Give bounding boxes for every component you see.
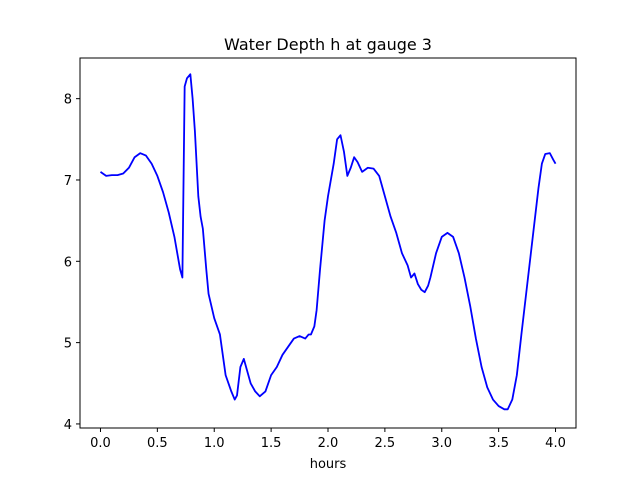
x-tick-label: 3.5 [488,436,509,451]
x-tick-label: 1.5 [261,436,282,451]
x-tick-label: 3.0 [431,436,452,451]
y-tick-label: 6 [64,255,72,270]
x-tick-label: 0.5 [147,436,168,451]
y-tick-label: 8 [64,93,72,108]
x-tick-label: 4.0 [545,436,566,451]
y-tick-label: 7 [64,174,72,189]
y-tick-label: 5 [64,337,72,352]
chart-title: Water Depth h at gauge 3 [224,35,432,54]
x-tick-label: 2.5 [375,436,396,451]
y-tick-label: 4 [64,418,72,433]
x-axis-ticks: 0.0 0.5 1.0 1.5 2.0 2.5 3.0 3.5 4.0 [90,428,566,451]
y-axis-ticks: 4 5 6 7 8 [64,93,80,433]
plot-area [99,73,557,411]
plot-frame [79,57,577,429]
x-tick-label: 0.0 [90,436,111,451]
x-axis-label: hours [310,457,347,472]
x-tick-label: 2.0 [318,436,339,451]
series-line-0 [99,73,557,411]
x-tick-label: 1.0 [204,436,225,451]
